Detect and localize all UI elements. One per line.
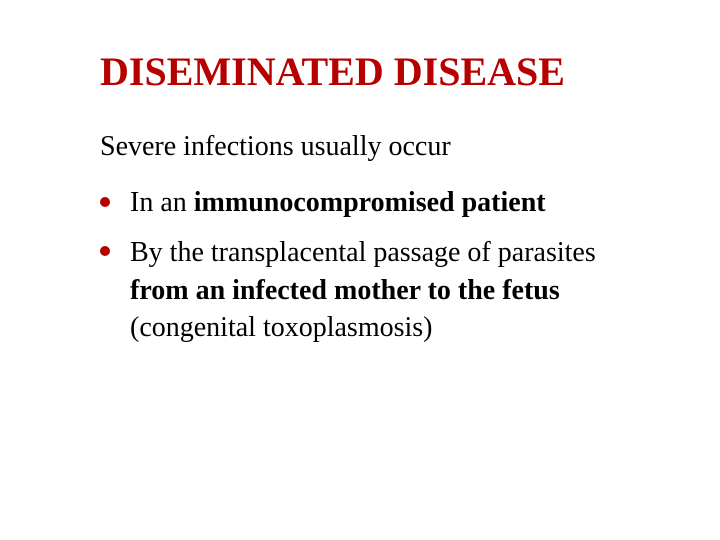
bullet-list: In an immunocompromised patient By the t… <box>100 184 660 347</box>
bullet-item-1: In an immunocompromised patient <box>100 184 660 222</box>
bullet-1-bold: immunocompromised patient <box>194 187 546 218</box>
slide-subtitle: Severe infections usually occur <box>100 129 660 164</box>
bullet-2-line1: By the transplacental passage of parasit… <box>130 237 596 268</box>
slide: DISEMINATED DISEASE Severe infections us… <box>0 0 720 540</box>
bullet-item-2: By the transplacental passage of parasit… <box>100 234 660 347</box>
bullet-2-line3: (congenital toxoplasmosis) <box>130 312 433 343</box>
bullet-1-prefix: In an <box>130 187 194 218</box>
bullet-2-line2: from an infected mother to the fetus <box>130 275 560 306</box>
slide-title: DISEMINATED DISEASE <box>100 50 660 94</box>
